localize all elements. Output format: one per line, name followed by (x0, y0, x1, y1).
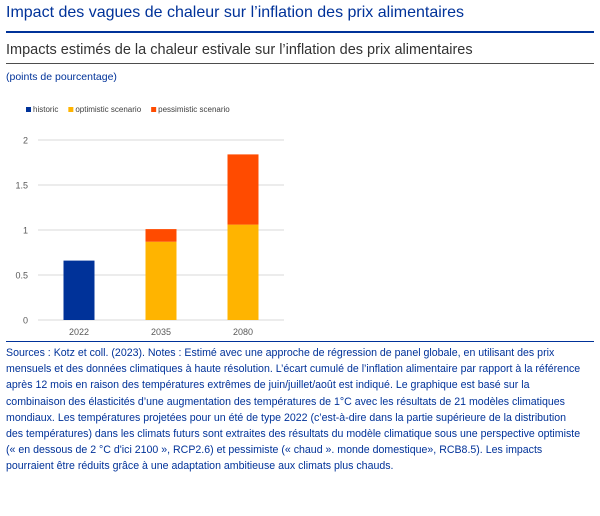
title-divider (6, 31, 594, 33)
y-tick-label: 2 (23, 136, 28, 146)
bar-2035-optimistic-scenario (145, 241, 177, 320)
y-tick-label: 0 (23, 316, 28, 326)
y-tick-label: 1.5 (15, 181, 28, 191)
y-tick-label: 1 (23, 226, 28, 236)
bar-2080-optimistic-scenario (227, 224, 259, 320)
chart-title: Impacts estimés de la chaleur estivale s… (6, 42, 473, 58)
bar-2035-pessimistic-scenario (145, 229, 177, 242)
legend-label: optimistic scenario (75, 105, 141, 114)
y-tick-label: 0.5 (15, 271, 28, 281)
legend-swatch-historic (26, 107, 31, 112)
legend-swatch-optimistic-scenario (68, 107, 74, 112)
chart-notes: Sources : Kotz et coll. (2023). Notes : … (6, 347, 581, 473)
legend-label: historic (33, 105, 58, 114)
x-tick-label: 2035 (151, 327, 171, 337)
legend-swatch-pessimistic-scenario (151, 107, 157, 112)
x-tick-label: 2080 (233, 327, 253, 337)
bar-2022-historic (63, 260, 95, 320)
bar-chart: 0 0.5 1 1.5 2 2022 2035 2080 historic optimistic … (15, 105, 284, 337)
bar-2080-pessimistic-scenario (227, 154, 259, 225)
legend-label: pessimistic scenario (158, 105, 230, 114)
notes-divider (6, 341, 594, 342)
chart-title-divider (6, 63, 594, 64)
chart-units: (points de pourcentage) (6, 71, 117, 83)
x-tick-label: 2022 (69, 327, 89, 337)
page-title: Impact des vagues de chaleur sur l’infla… (6, 4, 465, 21)
